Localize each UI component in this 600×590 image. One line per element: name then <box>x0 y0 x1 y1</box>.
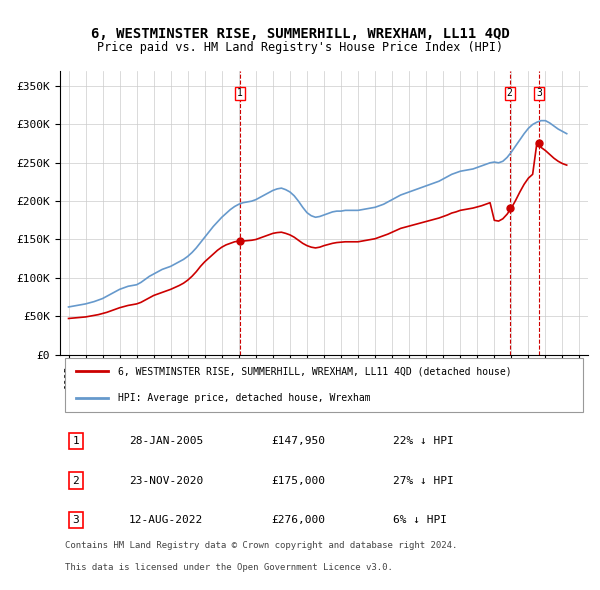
Text: £276,000: £276,000 <box>271 515 325 525</box>
Text: 1: 1 <box>73 436 79 446</box>
Text: 12-AUG-2022: 12-AUG-2022 <box>128 515 203 525</box>
Text: 2: 2 <box>73 476 79 486</box>
Text: 6% ↓ HPI: 6% ↓ HPI <box>392 515 446 525</box>
Text: 27% ↓ HPI: 27% ↓ HPI <box>392 476 454 486</box>
Text: 22% ↓ HPI: 22% ↓ HPI <box>392 436 454 446</box>
Text: Contains HM Land Registry data © Crown copyright and database right 2024.: Contains HM Land Registry data © Crown c… <box>65 541 458 550</box>
Text: 6, WESTMINSTER RISE, SUMMERHILL, WREXHAM, LL11 4QD: 6, WESTMINSTER RISE, SUMMERHILL, WREXHAM… <box>91 27 509 41</box>
Text: 2: 2 <box>507 88 512 99</box>
Text: HPI: Average price, detached house, Wrexham: HPI: Average price, detached house, Wrex… <box>118 393 371 403</box>
Text: This data is licensed under the Open Government Licence v3.0.: This data is licensed under the Open Gov… <box>65 563 393 572</box>
Text: £175,000: £175,000 <box>271 476 325 486</box>
Text: 6, WESTMINSTER RISE, SUMMERHILL, WREXHAM, LL11 4QD (detached house): 6, WESTMINSTER RISE, SUMMERHILL, WREXHAM… <box>118 366 512 376</box>
Text: 3: 3 <box>536 88 542 99</box>
Text: 28-JAN-2005: 28-JAN-2005 <box>128 436 203 446</box>
Text: 1: 1 <box>237 88 243 99</box>
FancyBboxPatch shape <box>65 358 583 411</box>
Text: Price paid vs. HM Land Registry's House Price Index (HPI): Price paid vs. HM Land Registry's House … <box>97 41 503 54</box>
Text: 3: 3 <box>73 515 79 525</box>
Text: 23-NOV-2020: 23-NOV-2020 <box>128 476 203 486</box>
Text: £147,950: £147,950 <box>271 436 325 446</box>
